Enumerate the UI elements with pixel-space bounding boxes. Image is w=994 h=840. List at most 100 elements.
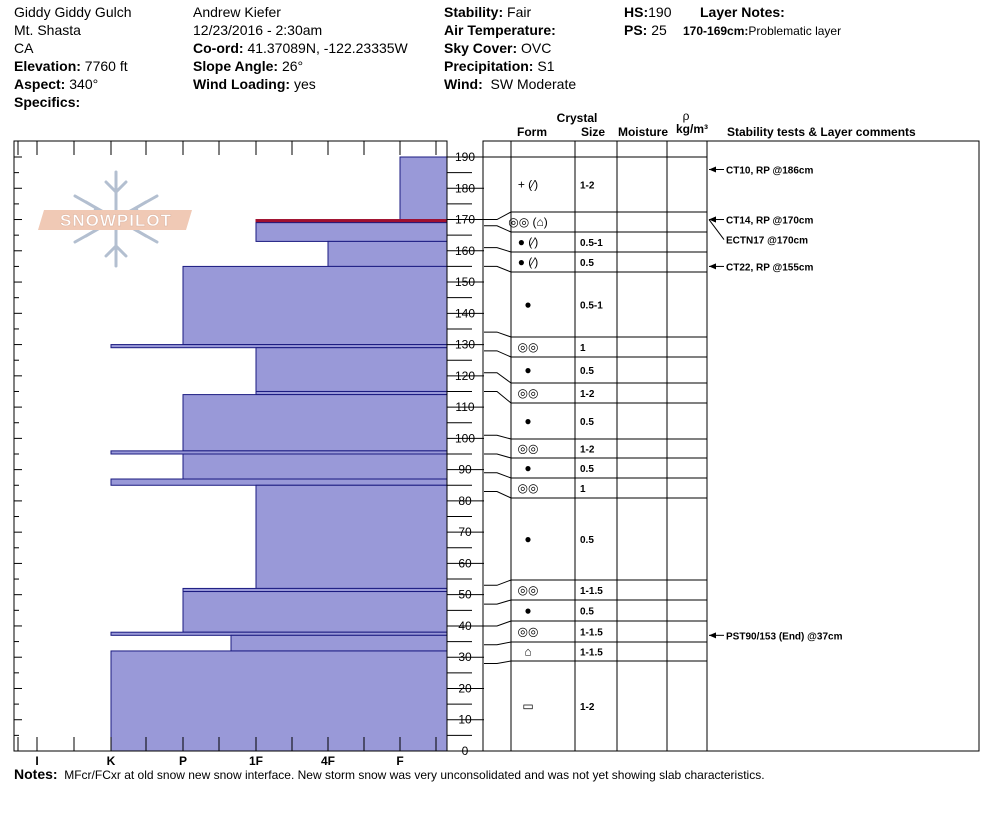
- hardness-label-4F: 4F: [321, 754, 335, 768]
- wind-row: Wind: SW Moderate: [444, 75, 576, 93]
- crystal-connector-9: [484, 434, 512, 440]
- height-label-150: 150: [455, 275, 475, 289]
- precip-row: Precipitation: S1: [444, 57, 576, 75]
- crystal-connector-8: [484, 390, 512, 404]
- height-label-170: 170: [455, 213, 475, 227]
- crystal-size-3: 0.5: [580, 258, 594, 269]
- height-label-70: 70: [458, 525, 472, 539]
- stability-arrow-line-2: [708, 219, 725, 240]
- slope-value: 26°: [281, 58, 304, 74]
- crystal-form-8: ●: [524, 414, 531, 428]
- hardness-plot-frame: [13, 140, 448, 752]
- stability-test-label-0: CT10, RP @186cm: [726, 166, 813, 177]
- crystal-form-1: ◎◎ (⌂): [508, 215, 548, 229]
- crystal-connector-6: [484, 350, 512, 358]
- crystal-header: Crystal: [557, 111, 598, 125]
- stability-header: Stability tests & Layer comments: [727, 125, 916, 139]
- stability-value: Fair: [507, 4, 532, 20]
- crystal-size-5: 1: [580, 343, 586, 354]
- elevation-label: Elevation:: [14, 58, 81, 74]
- hs-label: HS:: [624, 4, 649, 20]
- height-label-120: 120: [455, 369, 475, 383]
- height-label-80: 80: [458, 494, 472, 508]
- crystal-form-16: ⌂: [524, 645, 531, 659]
- logo-banner: [38, 210, 192, 230]
- slope-label: Slope Angle:: [193, 58, 279, 74]
- air-temp-row: Air Temperature:: [444, 21, 576, 39]
- stability-test-label-3: CT22, RP @155cm: [726, 262, 813, 273]
- crystal-size-8: 0.5: [580, 417, 594, 428]
- hardness-layer-14: [182, 591, 448, 633]
- air-temp-label: Air Temperature:: [444, 22, 556, 38]
- crystal-size-9: 1-2: [580, 445, 595, 456]
- notes-label: Notes:: [14, 766, 58, 782]
- sky-label: Sky Cover:: [444, 40, 518, 56]
- stability-label: Stability:: [444, 4, 504, 20]
- sky-value: OVC: [521, 40, 552, 56]
- height-label-190: 190: [455, 150, 475, 164]
- hardness-layer-8: [182, 394, 448, 452]
- crystal-size-13: 1-1.5: [580, 586, 603, 597]
- notes-row: Notes: MFcr/FCxr at old snow new snow in…: [14, 766, 765, 782]
- crystal-connector-2: [484, 225, 512, 233]
- hardness-axis: I K P 1F 4F F: [17, 141, 437, 768]
- table-column-dividers: [510, 141, 708, 751]
- crystal-size-2: 0.5-1: [580, 238, 603, 249]
- layer-notes-label: Layer Notes:: [700, 4, 785, 20]
- crystal-connector-12: [484, 491, 512, 499]
- crystal-connector-7: [484, 372, 512, 384]
- crystal-connector-15: [484, 620, 512, 627]
- crystal-form-15: ◎◎: [518, 625, 539, 639]
- stability-test-label-4: PST90/153 (End) @37cm: [726, 631, 843, 642]
- crystal-form-7: ◎◎: [518, 386, 539, 400]
- crystal-form-12: ●: [524, 532, 531, 546]
- hardness-layer-4: [182, 265, 448, 346]
- height-label-140: 140: [455, 306, 475, 320]
- hs-value: 190: [648, 4, 672, 20]
- wind-loading-value: yes: [293, 76, 316, 92]
- crystal-connector-4: [484, 265, 512, 273]
- hardness-layer-3: [327, 240, 448, 267]
- height-label-20: 20: [458, 681, 472, 695]
- density-header: kg/m³: [676, 122, 708, 136]
- stability-arrow-head-0: [709, 166, 716, 173]
- height-label-40: 40: [458, 619, 472, 633]
- hardness-layer-16: [230, 634, 448, 652]
- hardness-layer-12: [255, 484, 448, 589]
- hardness-layer-0: [399, 156, 448, 221]
- stability-tests: CT10, RP @186cm CT14, RP @170cm ECTN17 @17…: [708, 166, 843, 642]
- crystal-form-4: ●: [524, 298, 531, 312]
- hardness-label-K: K: [107, 754, 116, 768]
- crystal-size-17: 1-2: [580, 702, 595, 713]
- crystal-connector-5: [484, 331, 512, 338]
- stability-row: Stability: Fair: [444, 3, 576, 21]
- crystal-size-12: 0.5: [580, 535, 594, 546]
- header-col-location: Giddy Giddy Gulch Mt. Shasta CA Elevatio…: [14, 3, 132, 111]
- crystal-layers: + (⁄) 1-2 ◎◎ (⌂) ● (⁄) 0.5-1 ● (⁄) 0.5 ● 0.5-1 ◎◎…: [484, 156, 707, 713]
- rho-header: ρ: [683, 109, 690, 123]
- layer-note-range: 170-169cm:: [683, 24, 749, 38]
- crystal-size-16: 1-1.5: [580, 648, 603, 659]
- crystal-size-10: 0.5: [580, 464, 594, 475]
- hardness-layers: [110, 156, 448, 752]
- precip-label: Precipitation:: [444, 58, 534, 74]
- state: CA: [14, 40, 34, 56]
- layer-note-text: Problematic layer: [748, 24, 842, 38]
- sky-row: Sky Cover: OVC: [444, 39, 576, 57]
- crystal-size-14: 0.5: [580, 607, 594, 618]
- height-label-50: 50: [458, 588, 472, 602]
- coord-row: Co-ord: 41.37089N, -122.23335W: [193, 39, 408, 57]
- wind-loading-label: Wind Loading:: [193, 76, 291, 92]
- height-label-0: 0: [462, 744, 469, 758]
- crystal-form-14: ●: [524, 604, 531, 618]
- crystal-size-0: 1-2: [580, 181, 595, 192]
- crystal-size-11: 1: [580, 484, 586, 495]
- layer-notes-title: Layer Notes:: [700, 3, 785, 21]
- ps-row: PS: 25: [624, 21, 671, 39]
- observer-name: Andrew Kiefer: [193, 4, 281, 20]
- layer-note-row: 170-169cm:Problematic layer: [683, 22, 841, 40]
- hardness-label-1F: 1F: [249, 754, 263, 768]
- height-label-180: 180: [455, 181, 475, 195]
- specifics-label: Specifics:: [14, 94, 81, 110]
